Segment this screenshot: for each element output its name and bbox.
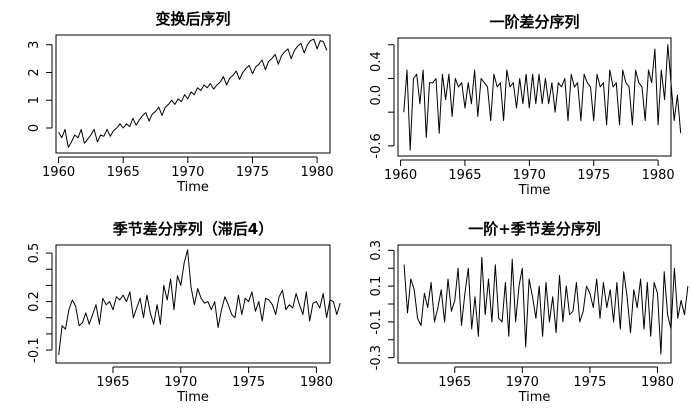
series-line	[58, 249, 341, 355]
y-tick-label: -0.3	[369, 345, 384, 370]
x-tick-label: 1975	[236, 165, 269, 180]
y-tick-label: 0.5	[27, 243, 42, 264]
x-axis-label: Time	[518, 390, 551, 405]
y-tick-label: 1	[27, 96, 42, 104]
x-tick-label: 1980	[300, 375, 333, 390]
y-tick-label: 0.4	[369, 51, 384, 72]
chart-title: 一阶差分序列	[489, 13, 579, 31]
x-tick-label: 1970	[506, 375, 539, 390]
x-tick-label: 1980	[641, 375, 674, 390]
x-tick-label: 1970	[164, 375, 197, 390]
x-tick-label: 1975	[232, 375, 265, 390]
x-tick-label: 1960	[384, 168, 417, 183]
chart-panel-4: 一阶+季节差分序列 1965 1970 1975 1980 Time -0.3 -0.1 0.1…	[369, 220, 689, 405]
series-line	[403, 44, 682, 151]
plot-frame	[397, 37, 672, 157]
x-tick-label: 1965	[438, 375, 471, 390]
x-tick-label: 1960	[42, 165, 75, 180]
x-tick-label: 1965	[448, 168, 481, 183]
x-tick-label: 1970	[513, 168, 546, 183]
y-tick-label: 0.2	[27, 291, 42, 312]
y-tick-label: 0	[27, 124, 42, 132]
x-axis-label: Time	[176, 390, 209, 405]
x-tick-label: 1980	[301, 165, 334, 180]
y-tick-label: 2	[27, 68, 42, 76]
y-tick-label: -0.1	[369, 309, 384, 334]
chart-title: 季节差分序列（滞后4）	[113, 220, 273, 238]
plot-frame	[55, 244, 331, 364]
x-tick-label: 1970	[171, 165, 204, 180]
y-tick-label: 0.3	[369, 240, 384, 261]
y-tick-label: -0.1	[27, 337, 42, 362]
chart-panel-3: 季节差分序列（滞后4） 1965 1970 1975 1980 Time -0.1 0.2 0.…	[27, 220, 341, 405]
chart-title: 一阶+季节差分序列	[468, 220, 601, 238]
y-tick-label: 0.1	[369, 276, 384, 297]
x-tick-label: 1965	[96, 375, 129, 390]
chart-panel-2: 一阶差分序列 1960 1965 1970 1975 1980 Time -0.6 0.0 0.4	[369, 13, 682, 198]
x-tick-label: 1975	[573, 375, 606, 390]
x-axis-label: Time	[176, 180, 209, 195]
y-tick-label: -0.6	[369, 133, 384, 158]
chart-title: 变换后序列	[155, 10, 230, 28]
plot-frame	[55, 34, 331, 154]
x-axis-label: Time	[518, 183, 551, 198]
y-tick-label: 3	[27, 41, 42, 49]
x-tick-label: 1980	[642, 168, 675, 183]
x-tick-label: 1965	[107, 165, 140, 180]
x-tick-label: 1975	[577, 168, 610, 183]
series-line	[403, 257, 689, 355]
series-line	[58, 38, 328, 148]
y-tick-label: 0.0	[369, 85, 384, 106]
chart-panel-1: 变换后序列 1960 1965 1970 1975 1980 Time 0 1 2 3	[27, 10, 334, 195]
plot-frame	[397, 244, 672, 364]
